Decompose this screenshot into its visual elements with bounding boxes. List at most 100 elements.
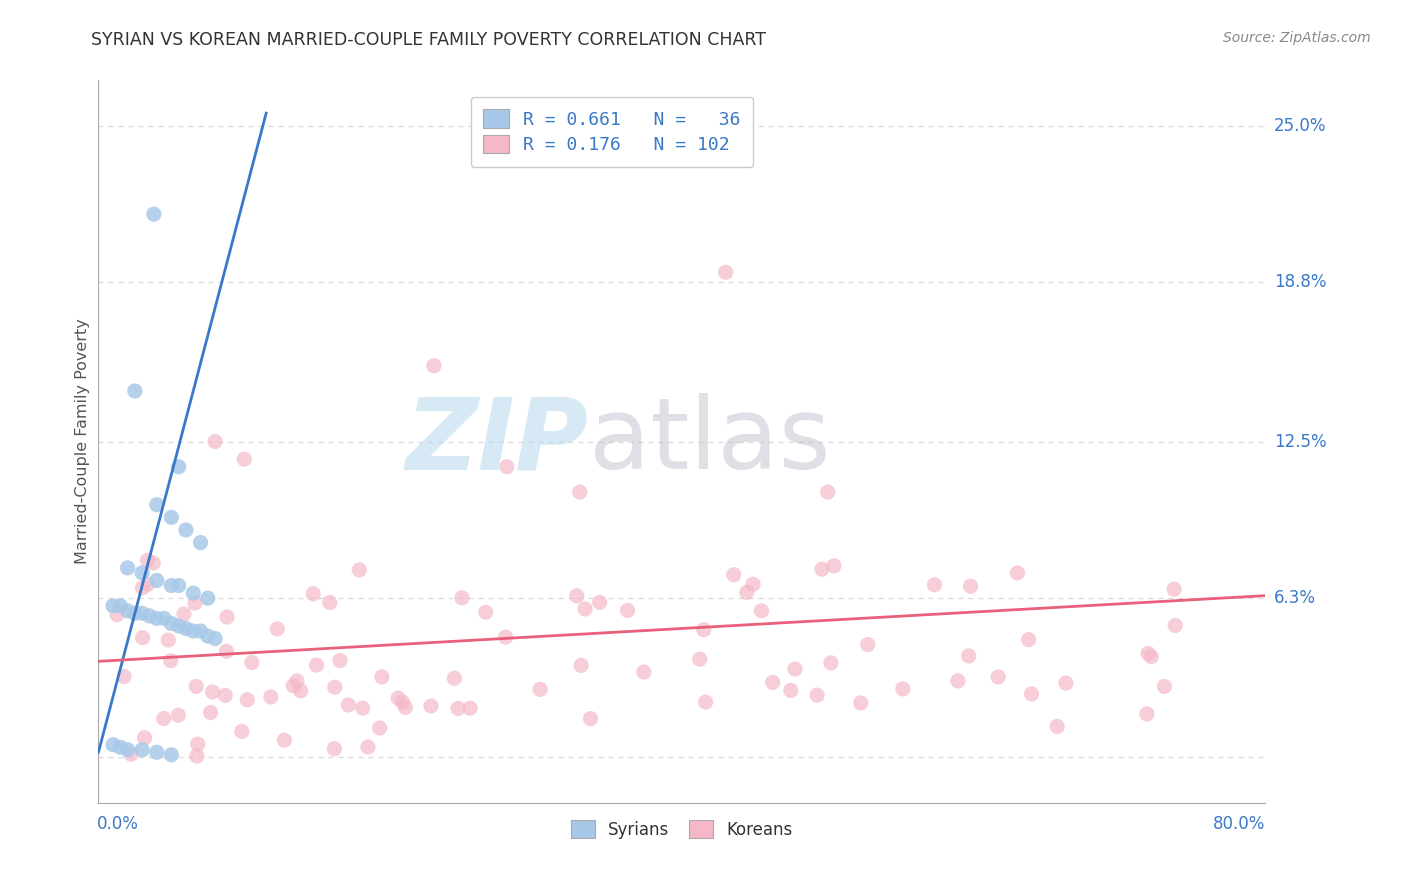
Point: [152, 712, 174, 726]
Point: [136, 577, 159, 591]
Point: [186, 749, 208, 764]
Point: [204, 632, 226, 646]
Point: [146, 611, 169, 625]
Point: [117, 604, 139, 618]
Point: [820, 656, 842, 670]
Point: [588, 595, 610, 609]
Point: [1137, 647, 1160, 661]
Point: [817, 485, 839, 500]
Text: 25.0%: 25.0%: [1274, 117, 1326, 135]
Point: [693, 623, 716, 637]
Point: [160, 747, 183, 762]
Point: [394, 700, 416, 714]
Point: [349, 563, 371, 577]
Point: [779, 683, 801, 698]
Point: [1163, 582, 1185, 596]
Text: 12.5%: 12.5%: [1274, 433, 1326, 450]
Point: [105, 607, 128, 622]
Point: [266, 622, 288, 636]
Point: [117, 561, 139, 575]
Point: [110, 599, 132, 613]
Point: [1054, 676, 1077, 690]
Y-axis label: Married-Couple Family Poverty: Married-Couple Family Poverty: [75, 318, 90, 565]
Point: [391, 695, 413, 709]
Point: [240, 656, 263, 670]
Point: [184, 596, 207, 610]
Point: [290, 683, 312, 698]
Point: [319, 595, 342, 609]
Point: [323, 741, 346, 756]
Text: 6.3%: 6.3%: [1274, 590, 1316, 607]
Point: [190, 535, 212, 549]
Point: [569, 658, 592, 673]
Point: [849, 696, 872, 710]
Point: [302, 587, 325, 601]
Point: [495, 630, 517, 644]
Point: [959, 579, 981, 593]
Point: [616, 603, 638, 617]
Point: [190, 624, 212, 638]
Point: [214, 689, 236, 703]
Text: Source: ZipAtlas.com: Source: ZipAtlas.com: [1223, 31, 1371, 45]
Point: [423, 359, 446, 373]
Point: [987, 670, 1010, 684]
Point: [735, 585, 758, 599]
Point: [1164, 618, 1187, 632]
Point: [200, 706, 222, 720]
Point: [1136, 706, 1159, 721]
Point: [458, 701, 481, 715]
Point: [1007, 566, 1029, 580]
Point: [167, 619, 190, 633]
Point: [124, 384, 146, 398]
Point: [957, 648, 980, 663]
Point: [167, 708, 190, 723]
Point: [197, 629, 219, 643]
Point: [101, 738, 124, 752]
Point: [723, 567, 745, 582]
Point: [142, 556, 165, 570]
Point: [946, 673, 969, 688]
Point: [329, 653, 352, 667]
Text: atlas: atlas: [589, 393, 830, 490]
Point: [187, 737, 209, 751]
Point: [131, 743, 153, 757]
Point: [811, 562, 834, 576]
Point: [337, 698, 360, 712]
Point: [695, 695, 717, 709]
Point: [181, 624, 204, 638]
Point: [260, 690, 283, 704]
Text: SYRIAN VS KOREAN MARRIED-COUPLE FAMILY POVERTY CORRELATION CHART: SYRIAN VS KOREAN MARRIED-COUPLE FAMILY P…: [91, 31, 766, 49]
Point: [181, 586, 204, 600]
Point: [157, 633, 180, 648]
Point: [1140, 649, 1163, 664]
Point: [131, 566, 153, 580]
Point: [124, 607, 146, 621]
Point: [101, 599, 124, 613]
Point: [117, 743, 139, 757]
Point: [167, 459, 190, 474]
Point: [762, 675, 785, 690]
Point: [131, 607, 153, 621]
Point: [231, 724, 253, 739]
Point: [783, 662, 806, 676]
Point: [273, 733, 295, 747]
Point: [387, 691, 409, 706]
Point: [1018, 632, 1040, 647]
Point: [924, 578, 946, 592]
Legend: Syrians, Koreans: Syrians, Koreans: [561, 811, 803, 848]
Point: [357, 739, 380, 754]
Point: [891, 681, 914, 696]
Point: [352, 701, 374, 715]
Point: [806, 688, 828, 702]
Point: [110, 740, 132, 755]
Point: [174, 622, 197, 636]
Point: [136, 553, 159, 567]
Point: [529, 682, 551, 697]
Point: [215, 644, 238, 658]
Point: [574, 602, 596, 616]
Point: [160, 510, 183, 524]
Point: [146, 498, 169, 512]
Point: [420, 698, 443, 713]
Point: [146, 745, 169, 759]
Point: [283, 679, 305, 693]
